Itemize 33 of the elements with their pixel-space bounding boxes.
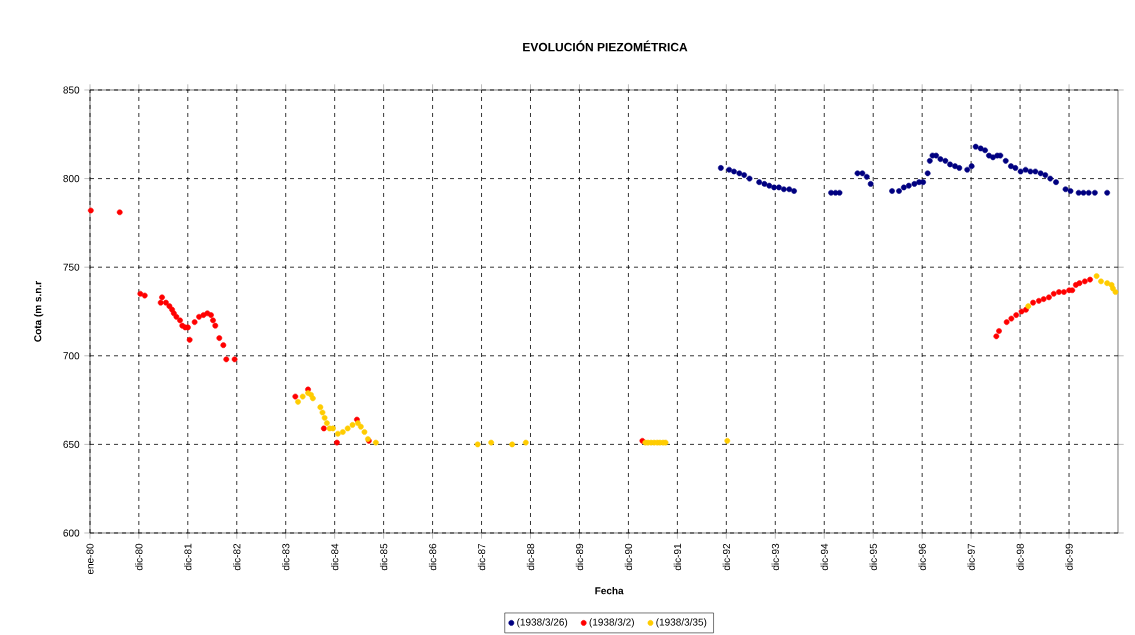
x-tick-label: dic-98 — [1016, 543, 1024, 571]
y-tick-label: 600 — [63, 529, 80, 537]
x-tick-label: dic-88 — [526, 543, 535, 571]
x-tick-label: dic-95 — [869, 543, 877, 571]
y-tick-label: 800 — [63, 175, 80, 183]
x-tick-label: dic-81 — [184, 543, 192, 571]
legend-label: (1938/3/26) — [517, 618, 568, 628]
y-tick-label: 700 — [63, 352, 80, 360]
x-tick-label: dic-97 — [967, 543, 975, 571]
chart-title: EVOLUCIÓN PIEZOMÉTRICA — [523, 40, 688, 52]
y-tick-label: 650 — [63, 440, 80, 448]
x-tick-label: dic-92 — [722, 543, 731, 571]
x-tick-label: dic-86 — [428, 543, 437, 571]
y-tick-label: 750 — [63, 263, 80, 271]
x-tick-label: dic-96 — [918, 543, 926, 571]
x-tick-label: dic-93 — [771, 543, 779, 571]
x-axis-title: Fecha — [595, 586, 624, 595]
x-tick-label: dic-89 — [575, 543, 584, 571]
legend-label: (1938/3/2) — [589, 618, 634, 628]
x-tick-label: dic-91 — [673, 543, 682, 571]
x-tick-label: dic-94 — [820, 543, 828, 571]
x-tick-label: ene-80 — [86, 543, 94, 575]
x-tick-label: dic-80 — [135, 543, 143, 571]
legend-label: (1938/3/35) — [656, 618, 707, 628]
y-axis-title: Cota (m s.n.r — [33, 281, 44, 342]
x-tick-label: dic-90 — [624, 543, 633, 571]
x-tick-label: dic-99 — [1065, 543, 1073, 571]
x-tick-label: dic-82 — [233, 543, 241, 571]
x-tick-label: dic-83 — [282, 543, 290, 571]
y-tick-label: 850 — [63, 86, 80, 94]
x-tick-label: dic-85 — [379, 543, 388, 571]
x-tick-label: dic-87 — [477, 543, 486, 571]
x-tick-label: dic-84 — [331, 543, 339, 571]
